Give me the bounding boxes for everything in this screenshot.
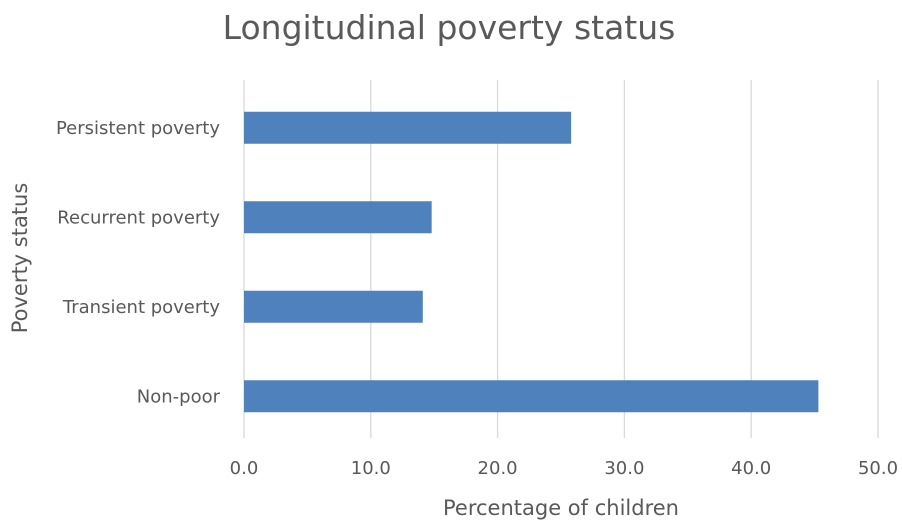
y-axis-title: Poverty status (8, 183, 32, 334)
x-tick-label: 10.0 (351, 458, 391, 479)
x-axis-title: Percentage of children (443, 496, 679, 520)
x-tick-label: 50.0 (858, 458, 898, 479)
category-label: Non-poor (137, 386, 221, 407)
category-label: Persistent poverty (56, 118, 220, 139)
category-label: Recurrent poverty (57, 207, 220, 228)
x-tick-label: 30.0 (604, 458, 644, 479)
bar (244, 290, 423, 323)
chart-title: Longitudinal poverty status (223, 8, 676, 47)
bar (244, 111, 572, 144)
bars (244, 111, 819, 413)
x-tick-labels: 0.0 10.0 20.0 30.0 40.0 50.0 (230, 458, 898, 479)
category-label: Transient poverty (62, 297, 220, 318)
x-tick-label: 40.0 (731, 458, 771, 479)
x-tick-label: 0.0 (230, 458, 259, 479)
bar (244, 201, 432, 234)
category-labels: Persistent poverty Recurrent poverty Trans… (56, 118, 221, 408)
x-tick-label: 20.0 (478, 458, 518, 479)
bar (244, 380, 819, 413)
